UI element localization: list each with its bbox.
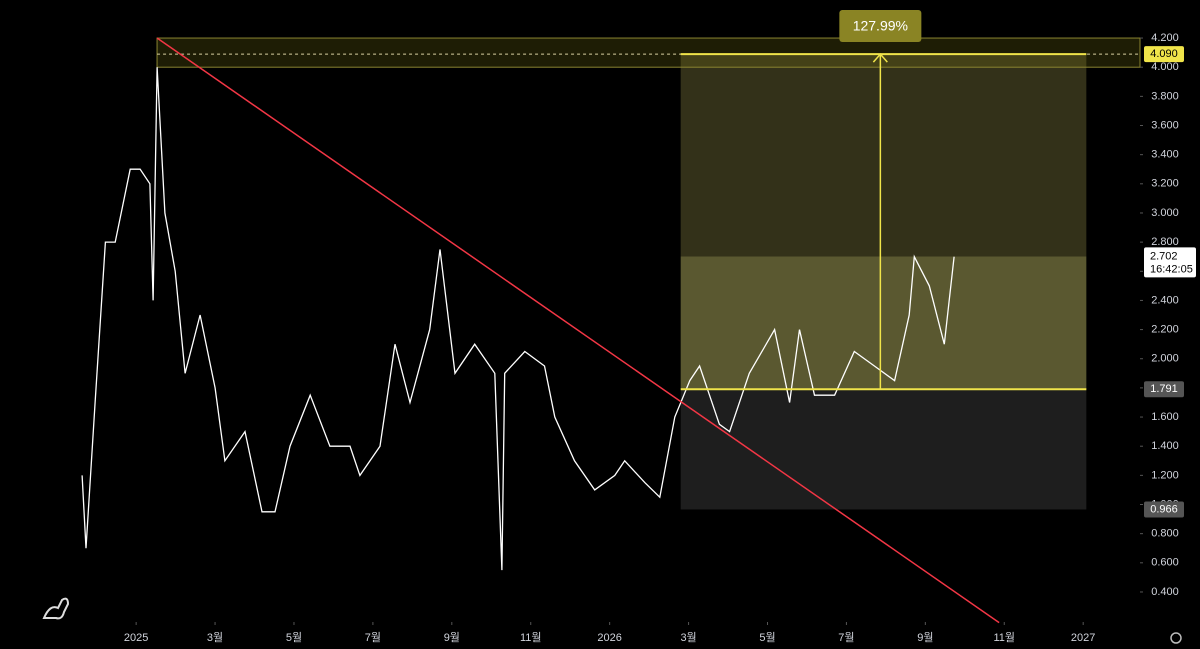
- y-tick-label: 0.600: [1151, 557, 1179, 569]
- y-tick-label: 3.000: [1151, 207, 1179, 219]
- price-tag-label: 0.966: [1150, 503, 1178, 515]
- y-tick-label: 2.000: [1151, 353, 1179, 365]
- x-tick-label: 2025: [124, 632, 148, 644]
- measure-label-box: [839, 10, 922, 42]
- y-tick-label: 3.600: [1151, 119, 1179, 131]
- x-tick-label: 2027: [1071, 632, 1095, 644]
- x-tick-label: 11월: [993, 631, 1015, 644]
- x-tick-label: 5월: [286, 631, 302, 644]
- measure-arrowhead: [872, 52, 888, 63]
- x-tick-label: 7월: [365, 631, 381, 644]
- y-tick-label: 4.000: [1151, 61, 1179, 73]
- x-tick-label: 2026: [597, 632, 621, 644]
- logo-shape: [42, 597, 70, 620]
- target-zone: [156, 37, 1141, 68]
- price-tag-label: 4.090: [1150, 48, 1178, 60]
- last-price-label: 2.702: [1150, 250, 1178, 262]
- profit-zone-lower: [680, 256, 1087, 390]
- y-tick-label: 3.200: [1151, 178, 1179, 190]
- x-tick-label: 5월: [759, 631, 775, 644]
- y-tick-label: 2.800: [1151, 236, 1179, 248]
- x-tick-label: 3월: [680, 631, 696, 644]
- y-tick-label: 3.800: [1151, 90, 1179, 102]
- y-tick-label: 1.400: [1151, 440, 1179, 452]
- x-tick-label: 9월: [444, 631, 460, 644]
- price-tag: [1144, 381, 1184, 398]
- x-tick-label: 7월: [838, 631, 854, 644]
- price-tag: [1144, 501, 1184, 518]
- price-tag: [1144, 46, 1184, 63]
- y-tick-label: 0.800: [1151, 528, 1179, 540]
- x-tick-label: 11월: [520, 631, 542, 644]
- price-tag-label: 1.791: [1150, 383, 1178, 395]
- y-tick-label: 1.200: [1151, 469, 1179, 481]
- last-price-tag: [1144, 247, 1196, 278]
- measure-label: 127.99%: [853, 18, 908, 34]
- last-price-time: 16:42:05: [1150, 263, 1193, 275]
- y-tick-label: 2.400: [1151, 294, 1179, 306]
- logo: [42, 597, 70, 620]
- settings-icon[interactable]: [1170, 632, 1182, 644]
- settings-gear[interactable]: [1170, 632, 1182, 644]
- y-tick-label: 0.400: [1151, 586, 1179, 598]
- profit-zone-upper: [680, 54, 1087, 257]
- price-line: [81, 67, 955, 571]
- loss-zone: [680, 389, 1087, 510]
- y-tick-label: 1.600: [1151, 411, 1179, 423]
- y-tick-label: 2.200: [1151, 323, 1179, 335]
- y-tick-label: 3.400: [1151, 149, 1179, 161]
- x-tick-label: 3월: [207, 631, 223, 644]
- trendline: [156, 37, 1000, 624]
- y-tick-label: 4.200: [1151, 32, 1179, 44]
- x-tick-label: 9월: [917, 631, 933, 644]
